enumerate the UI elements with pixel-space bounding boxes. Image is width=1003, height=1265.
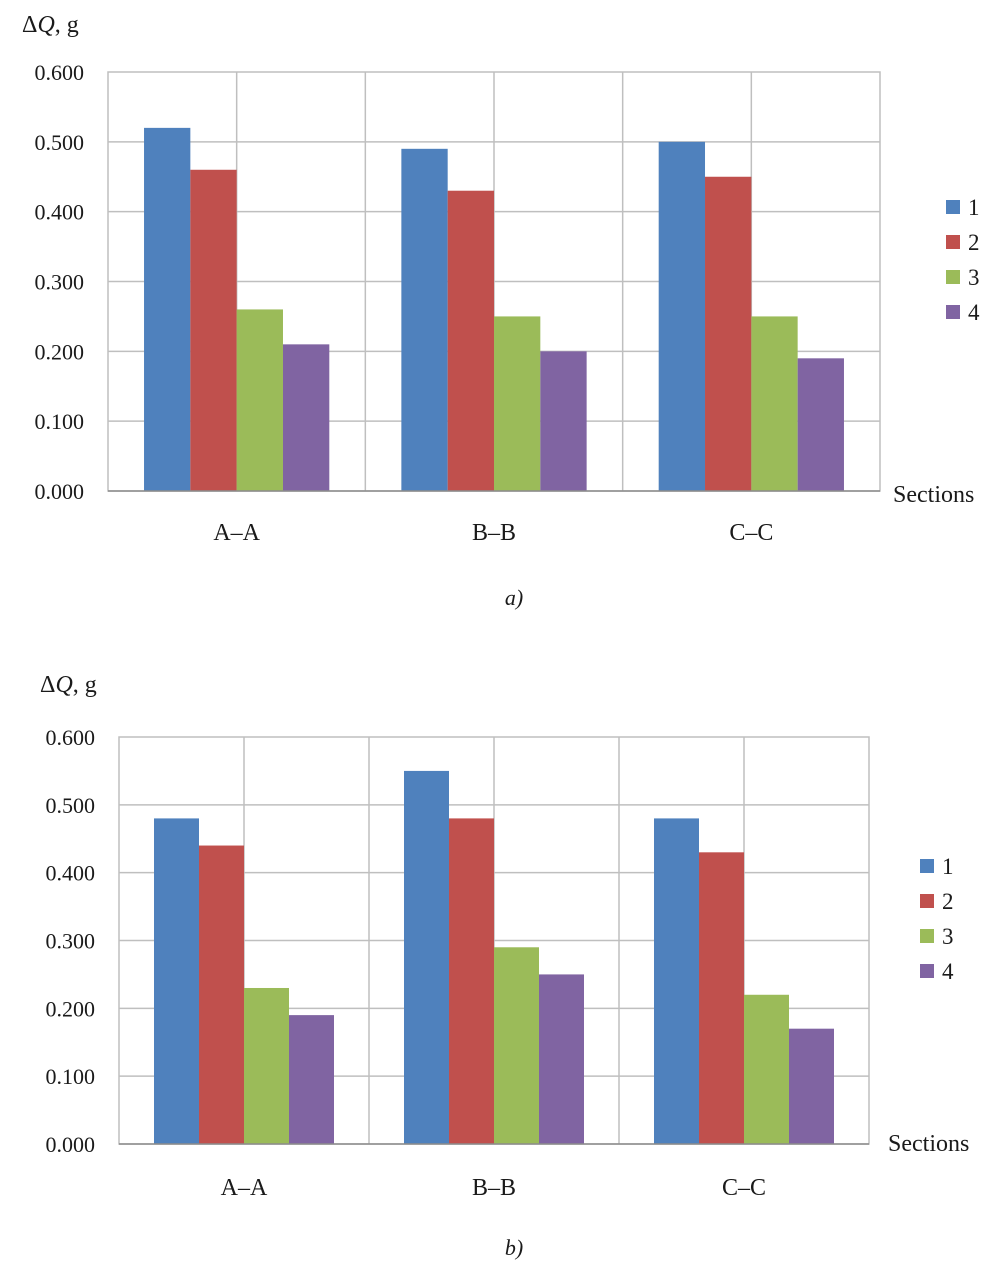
x-axis-label: Sections (893, 482, 974, 508)
y-tick-label: 0.100 (46, 1064, 96, 1089)
y-tick-label: 0.300 (35, 270, 85, 295)
legend-label: 2 (942, 889, 954, 914)
bar-series-2-B–B (449, 818, 494, 1144)
chart-caption: b) (505, 1235, 523, 1260)
bar-series-3-C–C (744, 994, 789, 1144)
bar-series-1-A–A (154, 818, 199, 1144)
legend-swatch (946, 200, 960, 214)
legend-label: 1 (968, 195, 980, 220)
y-tick-label: 0.000 (46, 1132, 96, 1157)
legend-swatch (920, 859, 934, 873)
y-tick-label: 0.400 (46, 861, 96, 886)
y-tick-label: 0.400 (35, 200, 85, 225)
category-label: A–A (213, 520, 260, 546)
y-axis-label: ΔQ, g (40, 672, 97, 698)
legend: 1 2 3 4 (920, 854, 954, 984)
bar-series-1-B–B (404, 770, 449, 1144)
legend-label: 4 (968, 300, 980, 325)
bar-series-3-A–A (244, 987, 289, 1144)
bar-series-1-C–C (658, 141, 706, 492)
legend-swatch (920, 964, 934, 978)
y-axis-label: ΔQ, g (22, 12, 79, 38)
legend: 1 2 3 4 (946, 195, 980, 325)
bar-series-3-B–B (494, 947, 539, 1144)
legend-label: 3 (968, 265, 980, 290)
bar-series-4-A–A (282, 344, 330, 491)
bar-series-2-A–A (199, 845, 244, 1144)
legend-swatch (946, 235, 960, 249)
y-tick-label: 0.600 (35, 60, 85, 85)
legend-label: 3 (942, 924, 954, 949)
bar-series-3-A–A (236, 309, 283, 491)
chart-b: 0.000 0.100 0.200 0.300 0.400 0.500 0.600 A–A B–… (40, 672, 969, 1260)
bar-series-2-C–C (699, 852, 744, 1144)
category-label: C–C (729, 520, 773, 546)
bar-series-4-B–B (539, 974, 584, 1144)
y-tick-label: 0.300 (46, 929, 96, 954)
y-tick-label: 0.500 (35, 130, 85, 155)
y-tick-label: 0.200 (35, 339, 85, 364)
legend-swatch (946, 270, 960, 284)
bar-series-3-C–C (751, 316, 798, 491)
legend-label: 1 (942, 854, 954, 879)
bar-series-4-C–C (789, 1028, 834, 1144)
legend-swatch (920, 929, 934, 943)
y-tick-label: 0.000 (35, 479, 85, 504)
bar-series-1-B–B (401, 148, 448, 492)
y-tick-label: 0.500 (46, 793, 96, 818)
chart-caption: a) (505, 585, 523, 610)
bar-series-4-C–C (797, 358, 844, 491)
bar-series-4-B–B (540, 351, 587, 491)
y-tick-label: 0.100 (35, 409, 85, 434)
bar-series-4-A–A (289, 1015, 334, 1144)
category-label: B–B (472, 1175, 516, 1201)
legend-label: 4 (942, 959, 954, 984)
category-label: A–A (221, 1175, 268, 1201)
bar-series-2-C–C (705, 176, 752, 491)
category-label: C–C (722, 1175, 766, 1201)
x-axis-label: Sections (888, 1131, 969, 1157)
y-tick-label: 0.600 (46, 725, 96, 750)
legend-swatch (946, 305, 960, 319)
chart-a: 0.000 0.100 0.200 0.300 0.400 0.500 0.600 A–A B–… (22, 12, 980, 610)
bar-series-3-B–B (494, 316, 541, 491)
legend-swatch (920, 894, 934, 908)
y-tick-label: 0.200 (46, 996, 96, 1021)
bar-series-1-C–C (654, 818, 699, 1144)
bar-series-2-A–A (190, 169, 237, 491)
bar-series-2-B–B (447, 190, 494, 491)
legend-label: 2 (968, 230, 980, 255)
category-label: B–B (472, 520, 516, 546)
bar-series-1-A–A (144, 127, 191, 491)
